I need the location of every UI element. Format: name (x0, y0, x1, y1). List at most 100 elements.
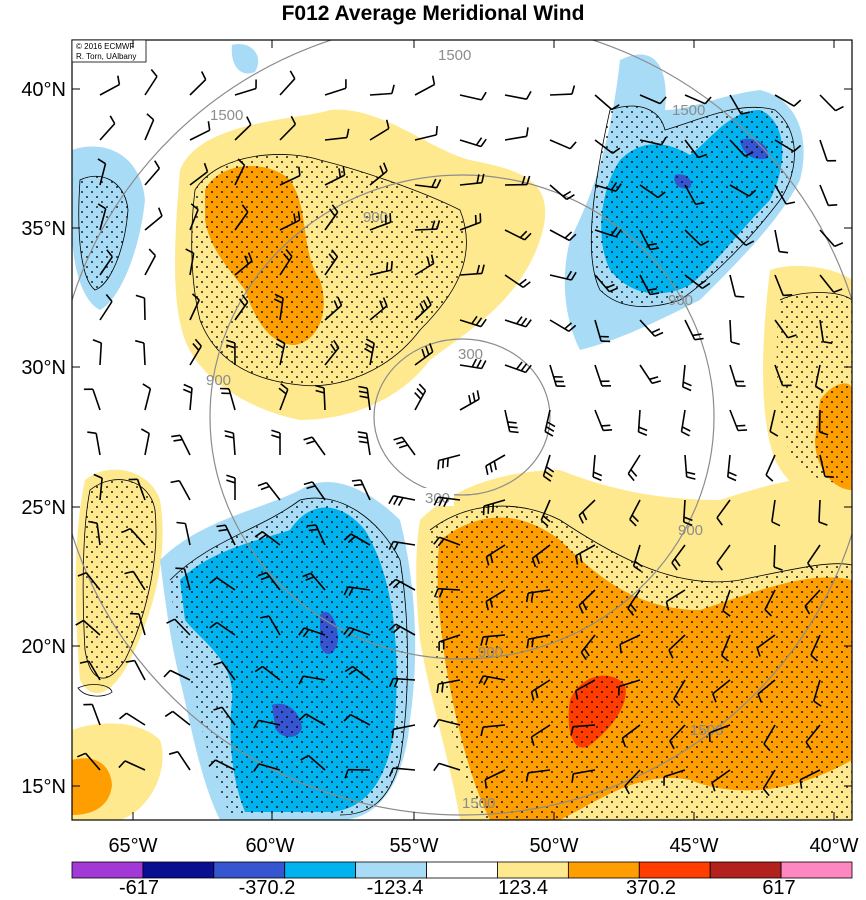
wind-barb (709, 724, 731, 734)
lat-label-25n: 25°N (21, 497, 66, 519)
wind-barb-flag (343, 627, 350, 636)
wind-barb-flag (414, 392, 422, 400)
wind-barb-flag (346, 128, 350, 138)
wind-barb-flag (681, 426, 691, 432)
wind-barb-flag (168, 750, 179, 755)
wind-barb-flag (433, 588, 439, 598)
wind-barb (684, 319, 696, 341)
wind-barb-flag (633, 565, 642, 572)
wind-barb-flag (686, 476, 696, 480)
wind-barb (92, 388, 101, 411)
wind-barb-flag (175, 567, 185, 570)
wind-barb (82, 619, 101, 636)
isoline-label: 1500 (462, 795, 495, 812)
wind-barb (129, 528, 146, 546)
wind-barb-flag (93, 473, 103, 479)
wind-barb-flag (303, 481, 313, 486)
wind-barb-flag (700, 240, 710, 247)
wind-barb (258, 719, 281, 726)
wind-barb-flag (388, 578, 397, 587)
wind-barb (279, 343, 286, 366)
wind-barb-flag (298, 166, 301, 176)
wind-barb-flag (744, 151, 754, 157)
wind-barb-flag (109, 115, 116, 124)
wind-barb-flag (799, 779, 803, 789)
wind-barb (143, 342, 146, 366)
wind-barb-flag (347, 628, 355, 637)
wind-barb-flag (142, 383, 151, 390)
wind-barb (324, 256, 339, 276)
stipple-se (428, 506, 852, 820)
wind-barb-flag (480, 91, 487, 101)
wind-barb-flag (298, 627, 305, 636)
credit-line-1: © 2016 ECMWF (76, 42, 134, 51)
wind-barb (684, 229, 702, 246)
wind-barb-flag (722, 610, 731, 617)
wind-barb (485, 544, 506, 558)
wind-barb-flag (823, 341, 833, 344)
wind-barb-flag (651, 328, 661, 334)
wind-barb-flag (433, 496, 439, 506)
wind-barb-flag (757, 693, 763, 703)
wind-barb (727, 454, 731, 477)
wind-barb (369, 92, 392, 96)
wind-barb (819, 274, 835, 293)
wind-barb (265, 482, 281, 501)
wind-barb-flag (485, 465, 489, 475)
wind-barb-flag (185, 248, 195, 255)
wind-barb-flag (397, 497, 404, 506)
wind-barb-flag (471, 315, 478, 325)
wind-barb-flag (694, 337, 704, 341)
wind-barb-flag (674, 558, 681, 567)
wind-barb-flag (480, 138, 487, 147)
wind-barb-flag (92, 339, 102, 344)
colorbar-swatch (284, 861, 357, 879)
wind-barb (594, 229, 617, 238)
wind-barb-flag (333, 300, 339, 309)
lon-label-40w: 40°W (809, 835, 858, 857)
wind-barb (680, 409, 686, 432)
wind-barb (729, 274, 737, 297)
wind-barb-flag (480, 636, 484, 646)
colorbar-label: 123.4 (498, 877, 548, 899)
wind-barb (769, 409, 776, 432)
wind-barb-flag (525, 592, 529, 603)
wind-barb-flag (834, 242, 844, 248)
wind-barb-flag (190, 203, 199, 211)
wind-barb-flag (474, 214, 477, 225)
wind-barb (580, 634, 596, 653)
wind-barb-flag (489, 554, 494, 564)
wind-barb (531, 679, 551, 693)
wind-barb (813, 679, 821, 702)
wind-barb-flag (254, 665, 264, 673)
stipple-ne (591, 106, 795, 307)
wind-barb-flag (393, 678, 399, 688)
wind-barb-flag (804, 605, 811, 615)
wind-barb (125, 712, 146, 726)
wind-barb (762, 769, 776, 790)
wind-barb (805, 724, 821, 743)
wind-barb-flag (191, 293, 200, 301)
wind-barb-flag (348, 668, 357, 676)
wind-barb (814, 364, 821, 387)
wind-barb (594, 139, 613, 154)
wind-barb-flag (257, 481, 267, 487)
wind-barb (774, 229, 780, 252)
wind-barb (573, 724, 596, 728)
wind-barb-flag (203, 162, 209, 172)
wind-barb-flag (124, 570, 134, 575)
wind-barb (774, 184, 787, 205)
wind-barb (279, 256, 293, 276)
wind-barb (224, 524, 236, 546)
isoline-label: 1500 (438, 47, 471, 64)
wind-barb-flag (237, 158, 246, 166)
wind-barb (438, 634, 461, 643)
wind-barb-flag (651, 380, 662, 385)
wind-barb (99, 83, 120, 96)
lat-label-20n: 20°N (21, 636, 66, 658)
wind-barb (756, 634, 776, 649)
isoline-label: 300 (458, 346, 483, 363)
wind-barb (350, 713, 371, 726)
wind-barb (439, 536, 461, 546)
wind-barb-flag (146, 113, 155, 121)
